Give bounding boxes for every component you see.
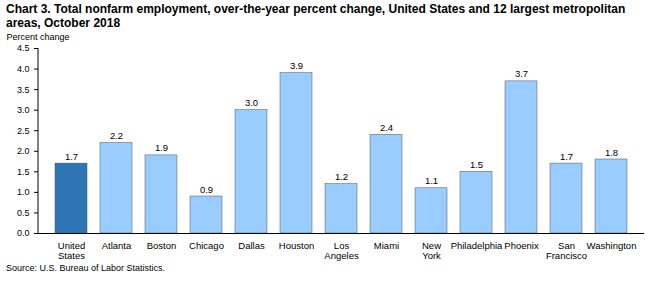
svg-text:NewYork: NewYork [422, 240, 441, 261]
svg-text:Dallas: Dallas [238, 240, 265, 251]
svg-text:4.5: 4.5 [17, 43, 30, 53]
svg-text:3.0: 3.0 [245, 97, 258, 108]
svg-text:3.5: 3.5 [17, 84, 30, 94]
svg-text:Chicago: Chicago [189, 240, 224, 251]
svg-text:0.9: 0.9 [200, 184, 213, 195]
svg-text:1.5: 1.5 [470, 159, 483, 170]
svg-text:Atlanta: Atlanta [102, 240, 132, 251]
svg-text:1.1: 1.1 [425, 175, 438, 186]
svg-text:Washington: Washington [587, 240, 637, 251]
svg-text:1.0: 1.0 [17, 187, 30, 197]
svg-text:LosAngeles: LosAngeles [324, 240, 359, 261]
html-text:Chart 3. Total nonfarm employm: Chart 3. Total nonfarm employment, over-… [6, 2, 626, 30]
svg-text:Houston: Houston [279, 240, 314, 251]
svg-text:1.2: 1.2 [335, 171, 348, 182]
svg-text:1.8: 1.8 [605, 147, 618, 158]
svg-text:2.2: 2.2 [110, 130, 123, 141]
svg-text:0.0: 0.0 [17, 228, 30, 238]
svg-text:Philadelphia: Philadelphia [451, 240, 503, 251]
svg-text:Phoenix: Phoenix [504, 240, 539, 251]
svg-text:2.4: 2.4 [380, 122, 393, 133]
svg-text:Boston: Boston [147, 240, 177, 251]
svg-text:Miami: Miami [374, 240, 399, 251]
svg-text:Percent change: Percent change [7, 32, 70, 42]
svg-text:3.7: 3.7 [515, 68, 528, 79]
svg-text:0.5: 0.5 [17, 208, 30, 218]
svg-text:UnitedStates: UnitedStates [58, 240, 85, 261]
svg-text:2.0: 2.0 [17, 146, 30, 156]
svg-text:2.5: 2.5 [17, 126, 30, 136]
html-text:Source: U.S. Bureau of Labor S: Source: U.S. Bureau of Labor Statistics. [6, 263, 166, 273]
svg-text:3.0: 3.0 [17, 105, 30, 115]
svg-text:1.7: 1.7 [65, 151, 78, 162]
svg-text:SanFrancisco: SanFrancisco [546, 240, 587, 261]
svg-text:4.0: 4.0 [17, 64, 30, 74]
svg-text:1.7: 1.7 [560, 151, 573, 162]
svg-text:1.9: 1.9 [155, 142, 168, 153]
svg-text:3.9: 3.9 [290, 60, 303, 71]
svg-text:1.5: 1.5 [17, 167, 30, 177]
